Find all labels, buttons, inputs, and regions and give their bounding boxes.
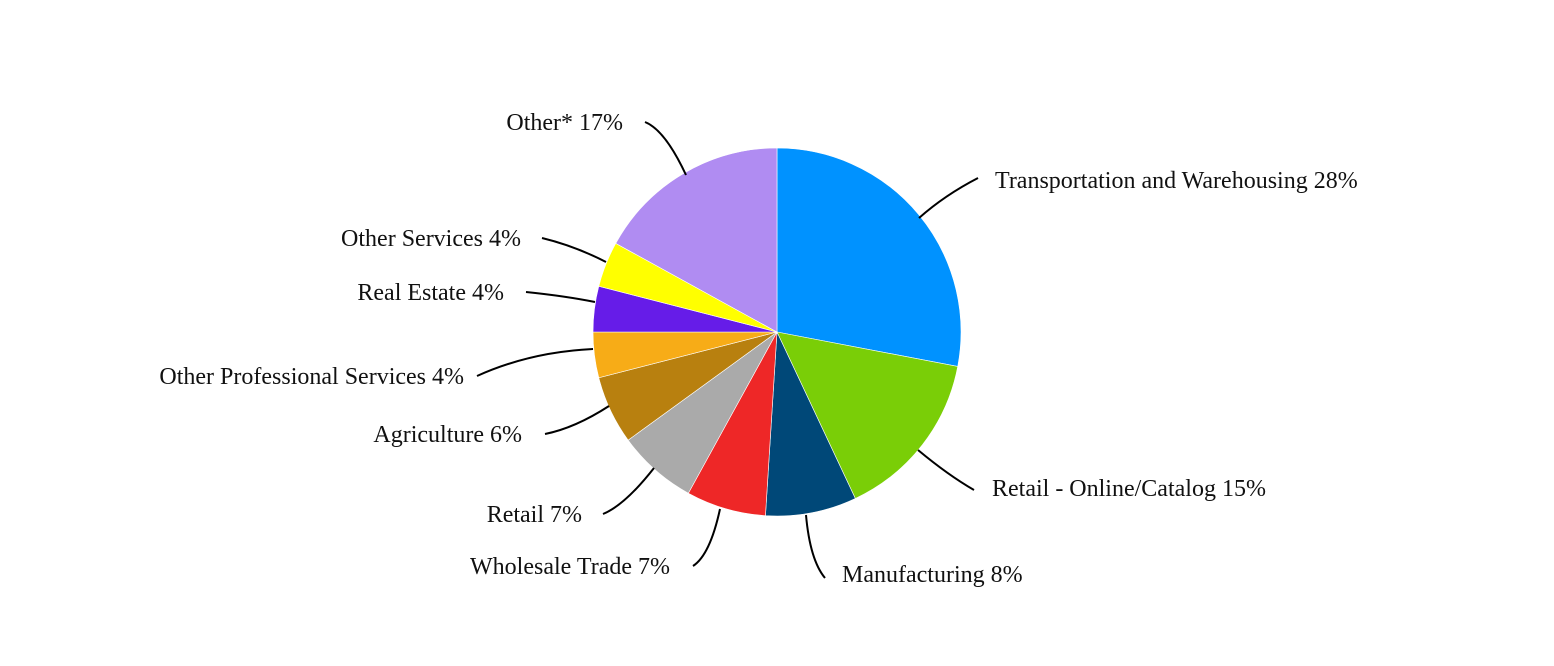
label-retail-online-catalog: Retail - Online/Catalog 15% xyxy=(992,476,1266,502)
label-other-services: Other Services 4% xyxy=(341,226,521,252)
label-agriculture: Agriculture 6% xyxy=(373,422,522,448)
leader-line-other-services xyxy=(541,237,607,263)
leader-line-real-estate xyxy=(525,291,596,303)
label-retail: Retail 7% xyxy=(487,502,582,528)
slice-transportation-and-warehousing xyxy=(776,147,962,367)
slice-labels: Transportation and Warehousing 28% Retail… xyxy=(159,110,1357,588)
leader-line-transportation-and-warehousing xyxy=(918,177,979,219)
leader-line-agriculture xyxy=(544,405,610,435)
leader-line-wholesale-trade xyxy=(692,508,721,567)
label-other-professional-services: Other Professional Services 4% xyxy=(159,364,464,390)
label-other: Other* 17% xyxy=(506,110,623,136)
label-wholesale-trade: Wholesale Trade 7% xyxy=(470,554,670,580)
pie-slices xyxy=(592,147,962,517)
leader-lines xyxy=(476,121,979,579)
slice-manufacturing xyxy=(765,331,856,517)
slice-retail-online-catalog xyxy=(776,331,959,499)
label-transportation-and-warehousing: Transportation and Warehousing 28% xyxy=(995,168,1358,194)
leader-line-retail-online-catalog xyxy=(917,449,975,491)
leader-line-other xyxy=(644,121,687,176)
slice-other xyxy=(615,147,778,333)
leader-line-other-professional-services xyxy=(476,348,594,377)
leader-line-retail xyxy=(602,467,655,515)
label-manufacturing: Manufacturing 8% xyxy=(842,562,1023,588)
leader-line-manufacturing xyxy=(805,514,826,579)
label-real-estate: Real Estate 4% xyxy=(357,280,504,306)
